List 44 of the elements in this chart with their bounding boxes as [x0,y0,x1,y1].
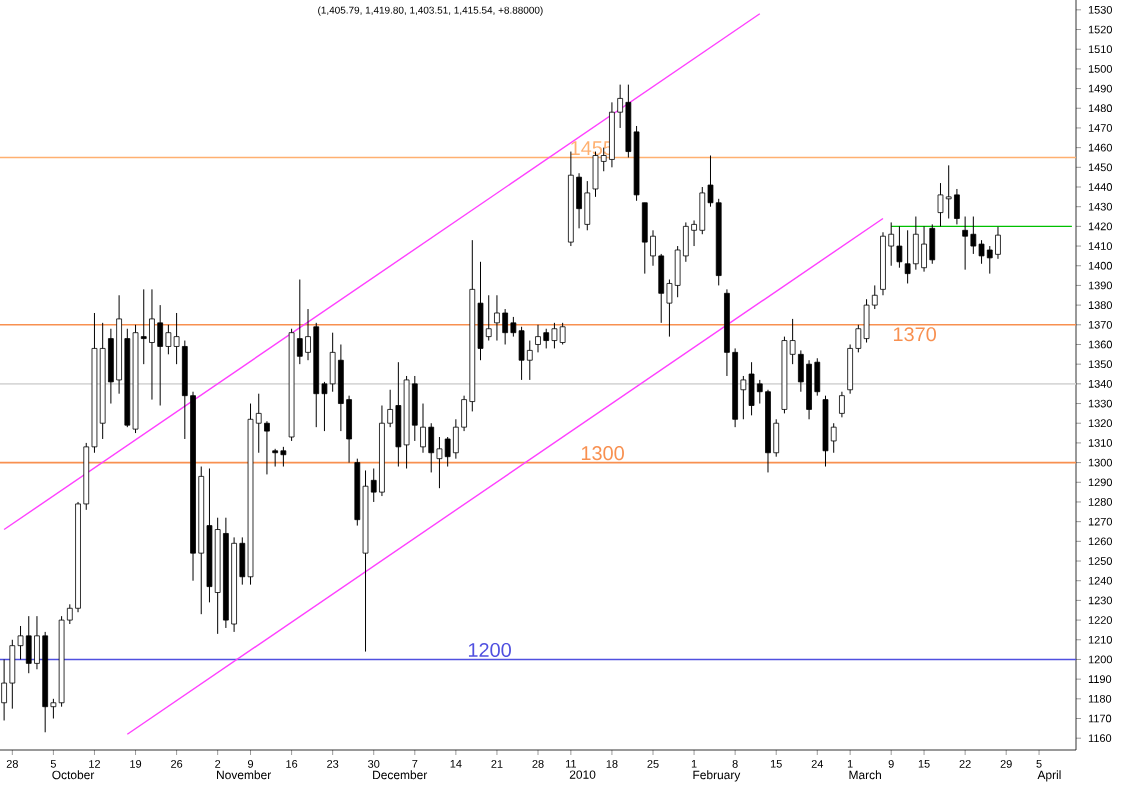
candlestick [502,308,509,345]
candlestick [995,226,1001,260]
candlestick [494,294,500,342]
ref-line-label: 1370 [893,327,936,342]
candlestick [970,216,977,255]
candlestick [954,188,960,225]
candlestick [929,223,936,265]
candlestick [9,639,16,710]
ref-line-label: 1200 [468,642,511,658]
candlestick [904,229,911,284]
candlestick [962,216,968,271]
candlestick [896,225,903,269]
candlestick [912,216,919,271]
candlestick [945,164,952,219]
candlestick [535,324,541,353]
candlestick [584,180,591,231]
candlestick [551,322,558,349]
candlestick [559,322,566,345]
candlestick [609,101,615,168]
candlestick [748,361,755,416]
candlestick [641,202,648,275]
candlestick [165,324,172,355]
candlestick [806,359,812,420]
candlestick [395,361,402,468]
candlestick [839,391,845,418]
candlestick [149,288,155,401]
candlestick [157,304,164,407]
candlestick [921,225,927,273]
candlestick [25,615,32,674]
candlestick [978,239,985,265]
candlestick [280,446,287,468]
candlestick [428,422,435,473]
candlestick [420,403,426,454]
candlestick [543,328,550,349]
candlestick [264,420,270,475]
candlestick [411,375,418,442]
candlestick [338,343,344,432]
candlestick [518,326,525,381]
candlestick [937,182,944,227]
candlestick [592,151,599,198]
candlestick [699,186,706,235]
candlestick [485,294,492,342]
ref-line-label: 1300 [581,446,624,461]
candlestick [863,298,870,344]
